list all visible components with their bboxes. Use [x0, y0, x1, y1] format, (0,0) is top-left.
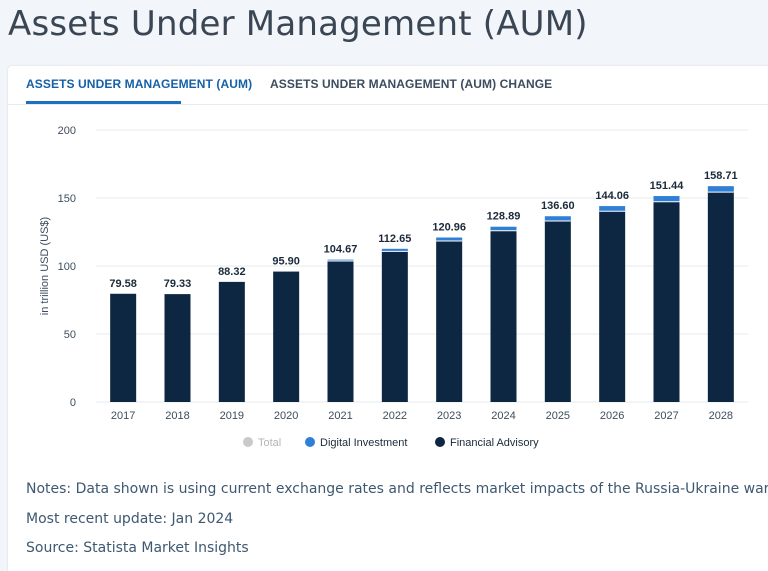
data-label: 158.71: [704, 170, 738, 182]
y-axis-label: in trillion USD (US$): [39, 217, 51, 315]
bar-financial-advisory: [599, 211, 626, 402]
chart-card: ASSETS UNDER MANAGEMENT (AUM) ASSETS UND…: [8, 66, 768, 571]
data-label: 79.58: [109, 278, 137, 290]
x-tick-label: 2024: [491, 410, 515, 422]
data-label: 112.65: [378, 233, 411, 245]
x-tick-label: 2025: [546, 410, 570, 422]
tab-bar: ASSETS UNDER MANAGEMENT (AUM) ASSETS UND…: [8, 66, 768, 105]
bar-digital-investment: [544, 216, 571, 221]
bar-financial-advisory: [381, 251, 408, 402]
bar-financial-advisory: [164, 294, 191, 402]
y-tick-label: 50: [64, 329, 76, 341]
legend-label: Financial Advisory: [450, 437, 539, 449]
data-label: 104.67: [324, 244, 358, 256]
x-tick-label: 2022: [383, 410, 407, 422]
legend-label: Digital Investment: [320, 437, 407, 449]
legend-dot-gray-icon: [243, 437, 253, 447]
bar-digital-investment: [327, 259, 354, 262]
x-tick-label: 2026: [600, 410, 624, 422]
x-tick-label: 2023: [437, 410, 461, 422]
bar-digital-investment: [381, 248, 408, 252]
legend-label: Total: [258, 437, 281, 449]
tab-aum[interactable]: ASSETS UNDER MANAGEMENT (AUM): [26, 77, 253, 91]
legend-dot-blue-icon: [305, 437, 315, 447]
y-tick-label: 0: [70, 397, 76, 409]
active-tab-indicator: [26, 101, 181, 104]
data-label: 79.33: [164, 278, 192, 290]
bar-financial-advisory: [707, 192, 734, 402]
legend-dot-navy-icon: [435, 437, 445, 447]
tab-aum-change[interactable]: ASSETS UNDER MANAGEMENT (AUM) CHANGE: [270, 77, 553, 91]
bar-financial-advisory: [544, 220, 571, 402]
x-tick-label: 2020: [274, 410, 298, 422]
bar-digital-investment: [436, 237, 463, 242]
bar-financial-advisory: [327, 261, 354, 402]
x-tick-label: 2028: [709, 410, 733, 422]
x-tick-label: 2027: [654, 410, 678, 422]
bar-chart: 0 50 100 150 200 in trillion USD (US$) 79.58 20…: [39, 125, 748, 449]
y-tick-label: 150: [58, 193, 76, 205]
source-text: Source: Statista Market Insights: [26, 540, 249, 556]
data-label: 95.90: [272, 256, 300, 268]
bar-financial-advisory: [218, 281, 245, 402]
bar-financial-advisory: [490, 230, 517, 402]
notes-text: Notes: Data shown is using current excha…: [26, 481, 768, 497]
bar-financial-advisory: [273, 271, 300, 402]
data-label: 136.60: [541, 200, 575, 212]
page-title: Assets Under Management (AUM): [8, 4, 588, 44]
bar-digital-investment: [707, 186, 734, 193]
bar-digital-investment: [653, 196, 680, 202]
data-label: 88.32: [218, 266, 246, 278]
last-update-text: Most recent update: Jan 2024: [26, 511, 234, 527]
bar-digital-investment: [490, 226, 517, 231]
data-label: 120.96: [432, 221, 466, 233]
x-tick-label: 2019: [220, 410, 244, 422]
bar-financial-advisory: [110, 293, 137, 402]
bar-digital-investment: [599, 206, 626, 212]
y-tick-label: 100: [58, 261, 76, 273]
x-tick-label: 2018: [165, 410, 189, 422]
data-label: 144.06: [595, 190, 629, 202]
bar-financial-advisory: [653, 201, 680, 402]
data-label: 128.89: [487, 211, 521, 223]
bar-financial-advisory: [436, 241, 463, 402]
data-label: 151.44: [650, 180, 685, 192]
y-tick-label: 200: [58, 125, 76, 137]
x-tick-label: 2021: [328, 410, 352, 422]
x-tick-label: 2017: [111, 410, 135, 422]
